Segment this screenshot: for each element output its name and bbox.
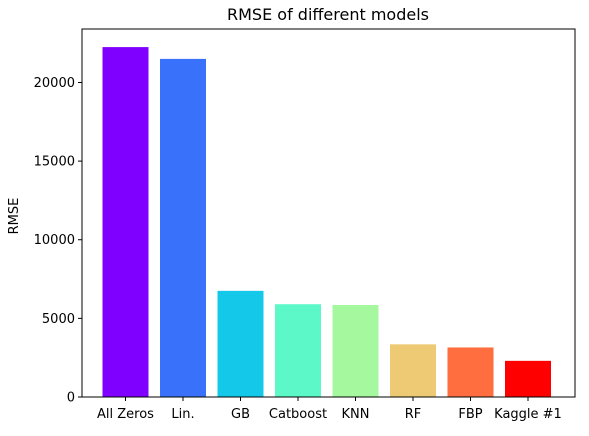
bar-0 [102,47,149,398]
x-tick-label-0: All Zeros [97,407,154,422]
y-ticks-group: 0 5000 10000 15000 20000 [34,76,82,406]
x-tick-label-7: Kaggle #1 [494,407,562,422]
bar-1 [160,58,206,397]
bar-6 [447,347,494,397]
y-tick-label-3: 15000 [34,155,75,170]
x-tick-label-1: Lin. [171,407,194,422]
bar-4 [332,305,379,397]
plot-frame [81,28,576,398]
bar-7 [505,360,551,397]
bar-3 [275,304,321,397]
y-tick-label-1: 5000 [42,312,75,327]
x-tick-label-6: FBP [458,407,482,422]
bar-5 [390,344,436,397]
bar-2 [217,290,264,397]
y-tick-label-2: 10000 [34,233,75,248]
bars-group [102,47,551,398]
y-axis-label: RMSE [7,198,22,235]
y-tick-label-0: 0 [67,391,75,406]
y-tick-label-4: 20000 [34,76,75,91]
x-tick-label-5: RF [405,407,422,422]
x-tick-label-3: Catboost [269,407,327,422]
x-tick-label-2: GB [231,407,250,422]
x-tick-label-4: KNN [342,407,370,422]
chart-title: RMSE of different models [227,5,429,24]
x-ticks-group: All Zeros Lin. GB Catboost KNN RF FBP Kaggle #1 [97,397,562,422]
